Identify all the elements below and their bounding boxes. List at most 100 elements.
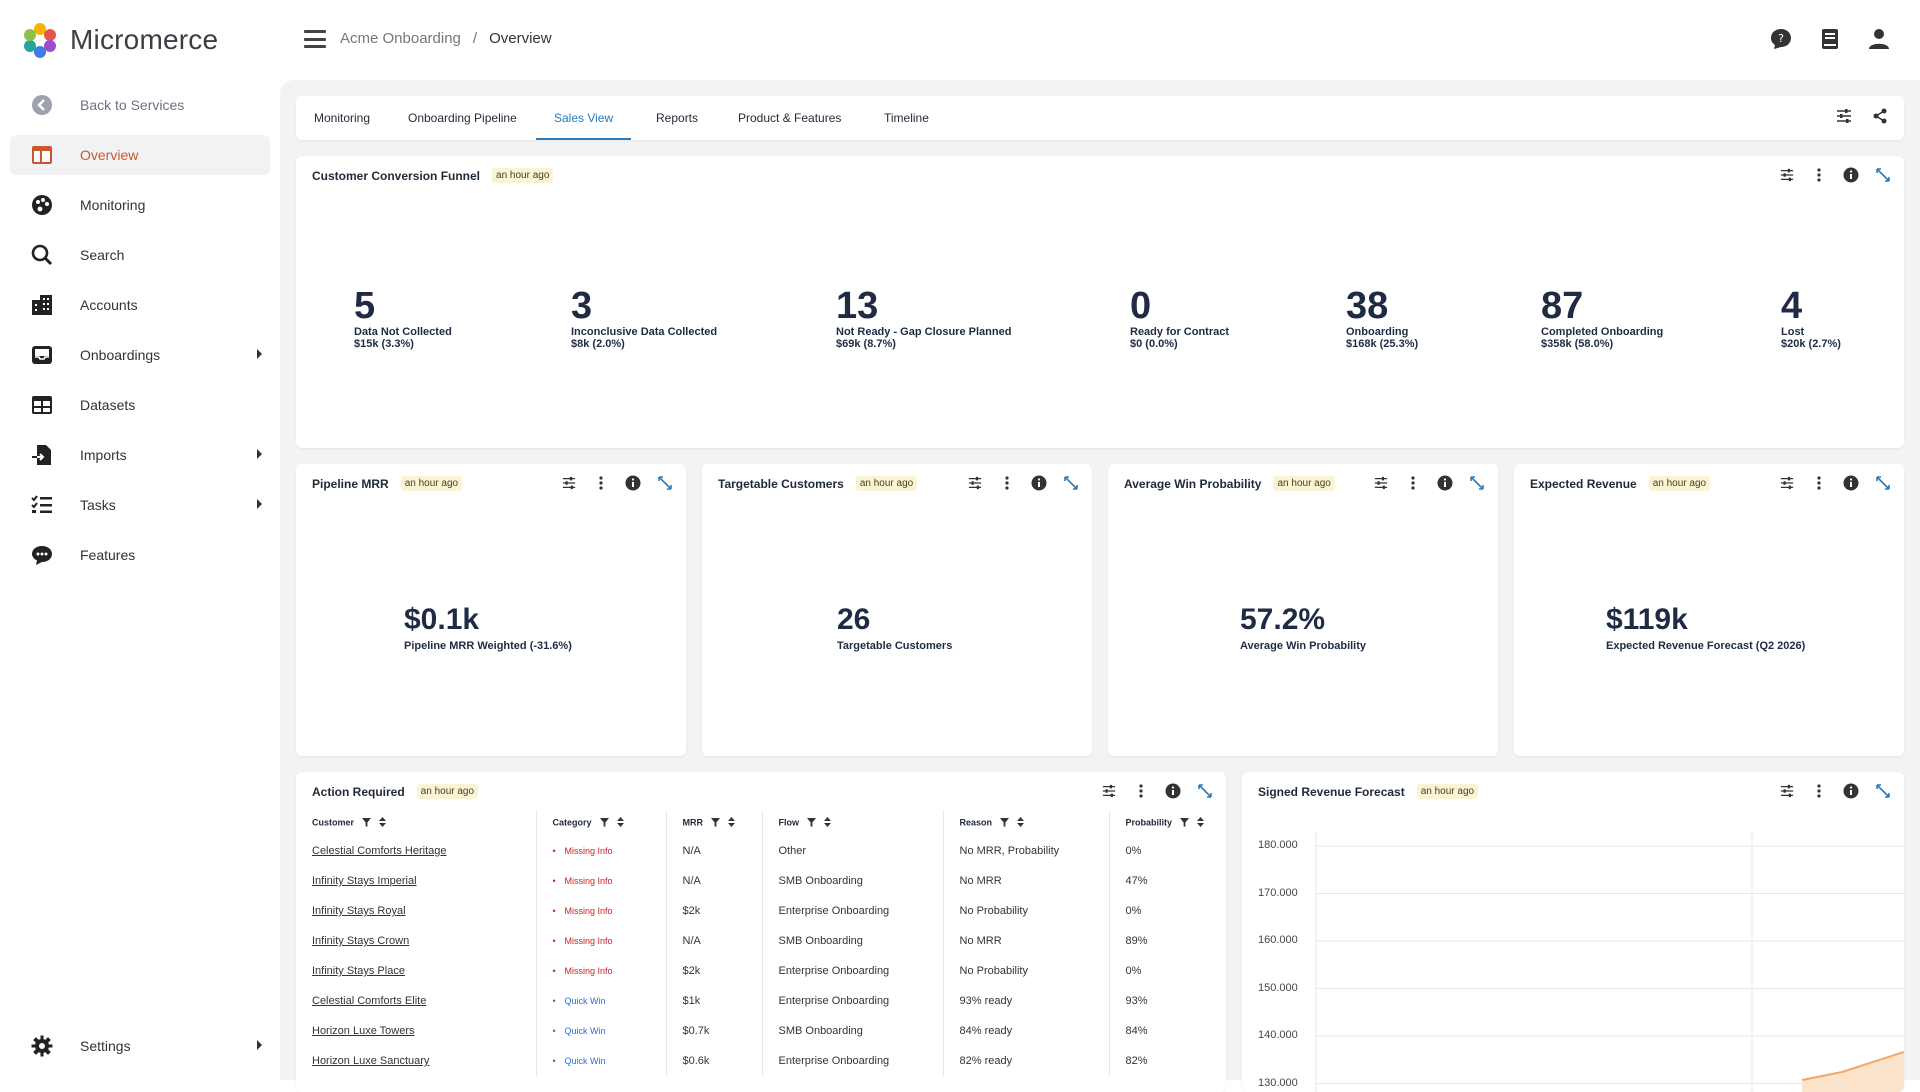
expand-icon[interactable] bbox=[1196, 782, 1214, 800]
customer-link[interactable]: Celestial Comforts Elite bbox=[296, 986, 537, 1016]
filter-funnel-icon[interactable] bbox=[599, 817, 609, 829]
info-icon[interactable] bbox=[1030, 474, 1048, 492]
tab-product-features[interactable]: Product & Features bbox=[738, 111, 842, 125]
filter-funnel-icon[interactable] bbox=[1180, 817, 1190, 829]
filter-funnel-icon[interactable] bbox=[807, 817, 816, 829]
card-filter-icon[interactable] bbox=[1778, 782, 1796, 800]
info-icon[interactable] bbox=[1842, 474, 1860, 492]
category-cell: Missing Info bbox=[536, 896, 667, 926]
customer-link[interactable]: Horizon Luxe Sanctuary bbox=[296, 1046, 537, 1076]
tab-onboarding-pipeline[interactable]: Onboarding Pipeline bbox=[408, 111, 517, 125]
customer-link[interactable]: Infinity Stays Crown bbox=[296, 926, 537, 956]
info-icon[interactable] bbox=[1842, 166, 1860, 184]
tab-monitoring[interactable]: Monitoring bbox=[314, 111, 371, 125]
tab-sales-view[interactable]: Sales View bbox=[535, 96, 632, 140]
more-vertical-icon[interactable] bbox=[1132, 782, 1150, 800]
card-tools bbox=[1100, 782, 1214, 800]
brand[interactable]: Micromerce bbox=[20, 20, 218, 60]
sidebar-item-label: Settings bbox=[80, 1038, 131, 1054]
column-header[interactable]: Customer bbox=[296, 810, 537, 836]
y-tick-label: 180.000 bbox=[1258, 839, 1298, 851]
sidebar-item-accounts[interactable]: Accounts bbox=[10, 285, 270, 325]
card-filter-icon[interactable] bbox=[1372, 474, 1390, 492]
sidebar-item-datasets[interactable]: Datasets bbox=[10, 385, 270, 425]
sidebar-item-imports[interactable]: Imports bbox=[10, 435, 270, 475]
table-row[interactable]: Infinity Stays Place Missing Info $2kEnter… bbox=[296, 956, 1226, 986]
menu-toggle-icon[interactable] bbox=[304, 30, 326, 48]
sort-icon[interactable] bbox=[728, 817, 735, 829]
customer-link[interactable]: Infinity Stays Place bbox=[296, 956, 537, 986]
tab-timeline[interactable]: Timeline bbox=[884, 111, 929, 125]
expand-icon[interactable] bbox=[1468, 474, 1486, 492]
customer-link[interactable]: Celestial Comforts Heritage bbox=[296, 836, 537, 866]
sort-icon[interactable] bbox=[616, 817, 624, 829]
table-row[interactable]: Horizon Luxe Sanctuary Quick Win $0.6kEnte… bbox=[296, 1046, 1226, 1076]
sort-icon[interactable] bbox=[1017, 817, 1025, 829]
filter-funnel-icon[interactable] bbox=[711, 817, 720, 829]
more-vertical-icon[interactable] bbox=[592, 474, 610, 492]
more-vertical-icon[interactable] bbox=[998, 474, 1016, 492]
user-account-icon[interactable] bbox=[1868, 28, 1890, 50]
flow-cell: SMB Onboarding bbox=[762, 1016, 944, 1046]
share-icon[interactable] bbox=[1872, 108, 1888, 124]
sidebar-item-monitoring[interactable]: Monitoring bbox=[10, 185, 270, 225]
more-vertical-icon[interactable] bbox=[1810, 166, 1828, 184]
card-filter-icon[interactable] bbox=[560, 474, 578, 492]
more-vertical-icon[interactable] bbox=[1404, 474, 1422, 492]
sidebar-item-tasks[interactable]: Tasks bbox=[10, 485, 270, 525]
breadcrumb-parent[interactable]: Acme Onboarding bbox=[340, 30, 461, 47]
table-row[interactable]: Infinity Stays Royal Missing Info $2kEnter… bbox=[296, 896, 1226, 926]
column-header[interactable]: Probability bbox=[1109, 810, 1226, 836]
card-tools bbox=[560, 474, 674, 492]
quick-win-tag: Quick Win bbox=[553, 1026, 606, 1036]
more-vertical-icon[interactable] bbox=[1810, 474, 1828, 492]
info-icon[interactable] bbox=[1842, 782, 1860, 800]
card-filter-icon[interactable] bbox=[1100, 782, 1118, 800]
sort-icon[interactable] bbox=[1197, 817, 1205, 829]
tab-reports[interactable]: Reports bbox=[656, 111, 699, 125]
sidebar-item-onboardings[interactable]: Onboardings bbox=[10, 335, 270, 375]
expand-icon[interactable] bbox=[1874, 474, 1892, 492]
funnel-card: Customer Conversion Funnel an hour ago 5… bbox=[296, 156, 1904, 448]
main-content: Monitoring Onboarding Pipeline Sales Vie… bbox=[280, 80, 1920, 1092]
sidebar-item-overview[interactable]: Overview bbox=[10, 135, 270, 175]
expand-icon[interactable] bbox=[1874, 782, 1892, 800]
stage-label: Inconclusive Data Collected bbox=[571, 326, 718, 338]
info-icon[interactable] bbox=[1164, 782, 1182, 800]
kpi-body: $119k Expected Revenue Forecast (Q2 2026… bbox=[1606, 604, 1805, 653]
sidebar-item-settings[interactable]: Settings bbox=[10, 1026, 270, 1066]
column-header[interactable]: MRR bbox=[666, 810, 763, 836]
column-header[interactable]: Category bbox=[536, 810, 667, 836]
more-vertical-icon[interactable] bbox=[1810, 782, 1828, 800]
docs-book-icon[interactable] bbox=[1820, 28, 1840, 50]
expand-icon[interactable] bbox=[1062, 474, 1080, 492]
card-filter-icon[interactable] bbox=[1778, 166, 1796, 184]
info-icon[interactable] bbox=[624, 474, 642, 492]
search-icon bbox=[31, 244, 53, 266]
table-row[interactable]: Celestial Comforts Heritage Missing Info N… bbox=[296, 836, 1226, 866]
expand-icon[interactable] bbox=[656, 474, 674, 492]
expand-icon[interactable] bbox=[1874, 166, 1892, 184]
customer-link[interactable]: Horizon Luxe Towers bbox=[296, 1016, 537, 1046]
customer-link[interactable]: Infinity Stays Royal bbox=[296, 896, 537, 926]
filter-funnel-icon[interactable] bbox=[1000, 817, 1010, 829]
card-filter-icon[interactable] bbox=[1778, 474, 1796, 492]
column-header[interactable]: Reason bbox=[943, 810, 1110, 836]
filter-funnel-icon[interactable] bbox=[362, 817, 372, 829]
help-chat-icon[interactable]: ? bbox=[1770, 28, 1792, 50]
table-row[interactable]: Infinity Stays Imperial Missing Info N/ASM… bbox=[296, 866, 1226, 896]
back-to-services[interactable]: Back to Services bbox=[10, 85, 270, 125]
filter-sliders-icon[interactable] bbox=[1836, 108, 1852, 124]
sidebar-item-search[interactable]: Search bbox=[10, 235, 270, 275]
sidebar-item-features[interactable]: Features bbox=[10, 535, 270, 575]
card-filter-icon[interactable] bbox=[966, 474, 984, 492]
stage-value: 38 bbox=[1346, 285, 1389, 327]
sort-icon[interactable] bbox=[824, 817, 831, 829]
info-icon[interactable] bbox=[1436, 474, 1454, 492]
customer-link[interactable]: Infinity Stays Imperial bbox=[296, 866, 537, 896]
sort-icon[interactable] bbox=[379, 817, 387, 829]
table-row[interactable]: Celestial Comforts Elite Quick Win $1kEnte… bbox=[296, 986, 1226, 1016]
column-header[interactable]: Flow bbox=[762, 810, 944, 836]
